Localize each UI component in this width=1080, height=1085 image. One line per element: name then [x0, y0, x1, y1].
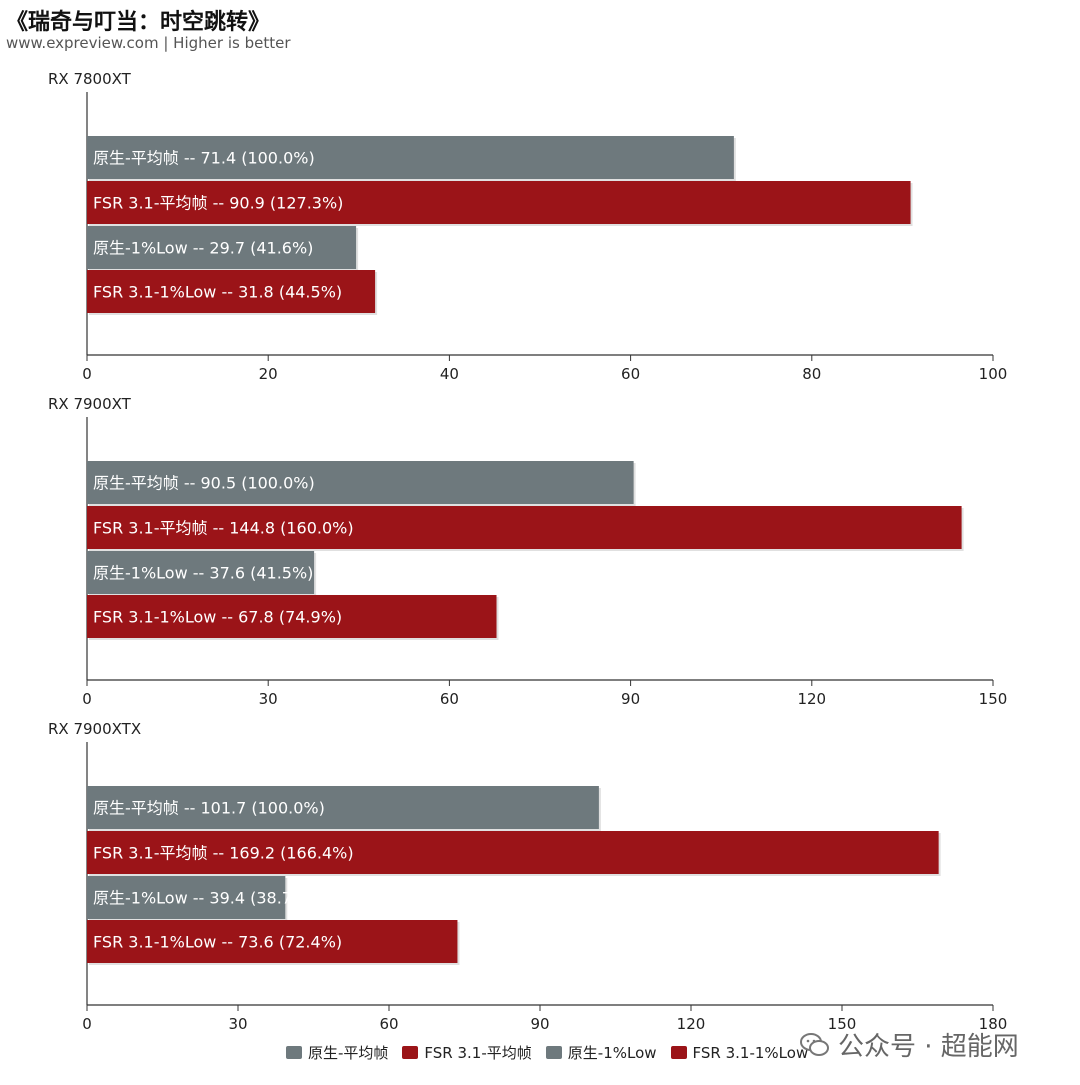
panel-title: RX 7900XT: [48, 395, 132, 413]
bar-data-label: 原生-1%Low -- 29.7 (41.6%): [93, 239, 313, 258]
bar: [87, 461, 634, 504]
legend-swatch: [402, 1046, 419, 1059]
x-tick-label: 90: [621, 690, 640, 708]
bar-data-label: 原生-1%Low -- 39.4 (38.7%): [93, 889, 313, 908]
legend-item-fsr-low[interactable]: FSR 3.1-1%Low: [670, 1042, 809, 1063]
page-title: 《瑞奇与叮当：时空跳转》: [6, 10, 271, 35]
bar-data-label: 原生-平均帧 -- 90.5 (100.0%): [93, 474, 315, 493]
chart-canvas: RX 7800XT 0 20 40 60 80 100 原生-平均帧 -- 71.4 (100…: [48, 70, 1008, 1030]
legend-item-native-low[interactable]: 原生-1%Low: [545, 1042, 657, 1063]
bar-data-label: 原生-1%Low -- 37.6 (41.5%): [93, 564, 313, 583]
x-tick-label: 150: [828, 1015, 857, 1030]
bar: [87, 786, 599, 829]
bar-data-label: FSR 3.1-平均帧 -- 90.9 (127.3%): [93, 194, 343, 213]
bar: [87, 226, 357, 269]
x-tick-label: 180: [979, 1015, 1008, 1030]
x-tick-label: 20: [259, 365, 278, 383]
x-tick-label: 80: [802, 365, 821, 383]
legend-label: FSR 3.1-平均帧: [424, 1044, 532, 1062]
bar: [87, 876, 286, 919]
legend-swatch: [545, 1046, 562, 1059]
x-tick-label: 90: [530, 1015, 549, 1030]
legend-item-fsr-avg[interactable]: FSR 3.1-平均帧: [402, 1042, 532, 1063]
x-tick-label: 0: [82, 365, 92, 383]
legend-label: 原生-1%Low: [567, 1044, 657, 1062]
legend-label: 原生-平均帧: [308, 1044, 389, 1062]
bar: [87, 551, 315, 594]
legend-swatch: [286, 1046, 302, 1059]
bar: [87, 506, 962, 549]
watermark-text: 公众号 · 超能网: [838, 1032, 1019, 1062]
x-tick-label: 40: [440, 365, 459, 383]
bar: [87, 595, 497, 638]
x-tick-label: 60: [440, 690, 459, 708]
bar: [87, 136, 734, 179]
x-tick-label: 100: [979, 365, 1008, 383]
x-tick-label: 30: [259, 690, 278, 708]
bar: [87, 831, 939, 874]
page-subtitle: www.expreview.com | Higher is better: [6, 34, 291, 52]
panel-title: RX 7800XT: [48, 70, 132, 88]
x-tick-label: 0: [82, 690, 92, 708]
x-tick-label: 0: [82, 1015, 92, 1030]
x-tick-label: 30: [228, 1015, 247, 1030]
bar-data-label: 原生-平均帧 -- 101.7 (100.0%): [93, 799, 325, 818]
watermark: 公众号 · 超能网: [800, 1026, 1019, 1063]
wechat-icon: [800, 1032, 829, 1056]
bar-data-label: FSR 3.1-平均帧 -- 144.8 (160.0%): [93, 519, 354, 538]
x-tick-label: 60: [621, 365, 640, 383]
bar-data-label: FSR 3.1-平均帧 -- 169.2 (166.4%): [93, 844, 354, 863]
bar-data-label: 原生-平均帧 -- 71.4 (100.0%): [93, 149, 315, 168]
legend-label: FSR 3.1-1%Low: [692, 1043, 809, 1062]
bar-data-label: FSR 3.1-1%Low -- 31.8 (44.5%): [93, 283, 342, 302]
legend-item-native-avg[interactable]: 原生-平均帧: [286, 1042, 388, 1063]
legend: 原生-平均帧 FSR 3.1-平均帧 原生-1%Low FSR 3.1-1%Lo…: [286, 1042, 808, 1063]
bar: [87, 181, 911, 224]
x-tick-label: 120: [677, 1015, 706, 1030]
panel-title: RX 7900XTX: [48, 720, 141, 738]
bar: [87, 270, 376, 313]
bar-data-label: FSR 3.1-1%Low -- 67.8 (74.9%): [93, 608, 342, 627]
x-tick-label: 60: [379, 1015, 398, 1030]
legend-swatch: [670, 1046, 687, 1059]
x-tick-label: 120: [797, 690, 826, 708]
x-tick-label: 150: [979, 690, 1008, 708]
bar-data-label: FSR 3.1-1%Low -- 73.6 (72.4%): [93, 933, 342, 952]
bar: [87, 920, 458, 963]
